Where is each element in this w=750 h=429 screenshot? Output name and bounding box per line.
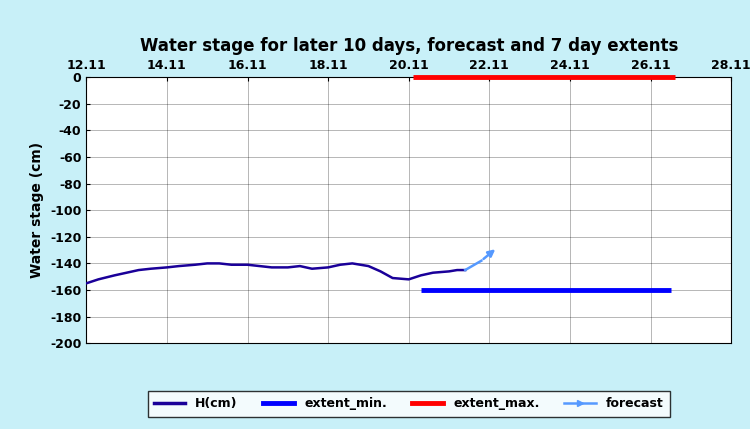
Title: Water stage for later 10 days, forecast and 7 day extents: Water stage for later 10 days, forecast … xyxy=(140,37,678,55)
Y-axis label: Water stage (cm): Water stage (cm) xyxy=(31,142,44,278)
Legend: H(cm), extent_min., extent_max., forecast: H(cm), extent_min., extent_max., forecas… xyxy=(148,391,670,417)
